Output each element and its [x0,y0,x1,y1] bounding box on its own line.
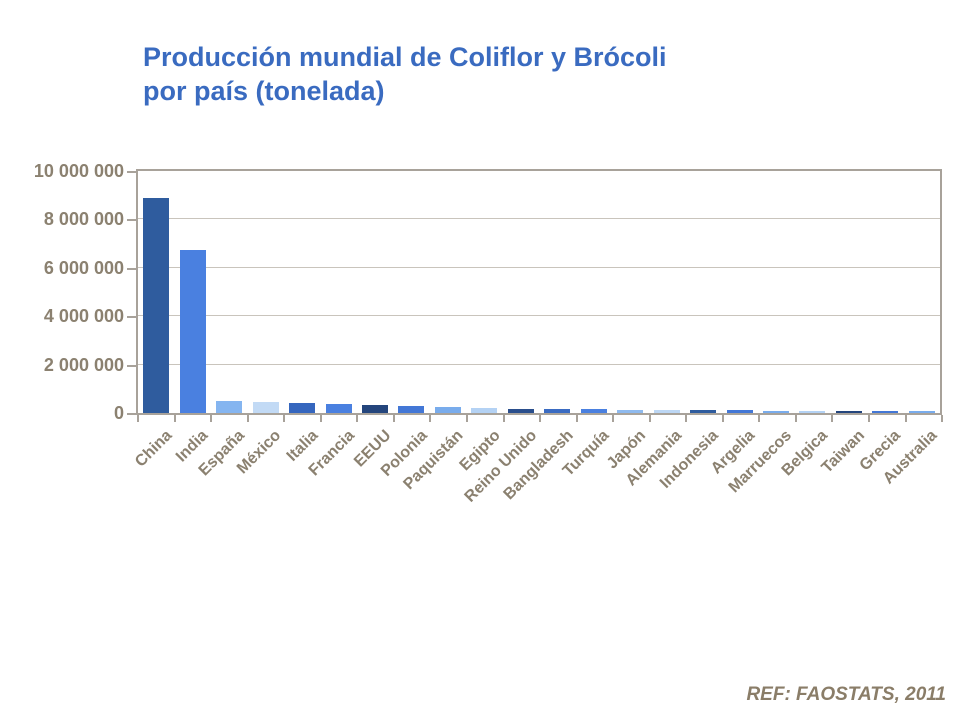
x-axis-tick [758,415,761,422]
bar [143,198,170,413]
x-axis-tick [721,415,724,422]
bar [544,409,571,413]
bar [398,406,425,413]
bar [799,411,826,413]
x-axis-tick [319,415,322,422]
bar [252,402,279,413]
bar [690,410,716,413]
bar [216,401,243,413]
x-axis-tick [173,415,176,422]
x-axis-tick [904,415,907,422]
bar [362,405,388,413]
y-axis-tick-label: 10 000 000 [33,161,124,181]
chart-title-line2: por país (tonelada) [143,76,385,106]
bar [325,404,352,413]
y-axis-tick-label: 0 [113,403,124,423]
bar [179,250,206,413]
bar [726,410,753,413]
y-axis-tick [127,171,137,173]
y-axis-tick [127,268,137,270]
bar [653,410,680,413]
y-axis-tick-label: 6 000 000 [43,258,124,278]
gridline [138,315,940,316]
bar [872,411,899,413]
bar [507,409,534,413]
y-axis-tick [127,219,137,221]
gridline [138,364,940,365]
y-axis-tick-label: 8 000 000 [43,209,124,229]
x-axis-tick [941,415,943,422]
plot-area [136,169,942,415]
x-axis-tick [539,415,541,422]
x-axis-tick [648,415,651,422]
gridline [138,218,940,219]
x-axis-tick [502,415,505,422]
x-axis-tick [612,415,615,422]
x-axis-tick [246,415,249,422]
y-axis-tick-label: 4 000 000 [43,306,124,326]
x-axis-tick [465,415,468,422]
bar [434,407,461,413]
x-axis-tick [137,415,139,422]
x-axis-tick [392,415,395,422]
y-axis-tick [127,365,137,367]
x-axis-tick [210,415,213,422]
y-axis-tick [127,413,137,415]
x-axis-tick [429,415,432,422]
x-axis-tick [867,415,870,422]
bar [580,409,607,413]
chart-title: Producción mundial de Coliflor y Brócoli… [143,40,667,108]
source-reference: REF: FAOSTATS, 2011 [746,684,946,705]
bar [835,411,862,413]
chart-title-line1: Producción mundial de Coliflor y Brócoli [143,42,667,72]
x-axis-tick-label: China [131,427,176,471]
x-axis-tick [685,415,688,422]
y-axis-tick [127,316,137,318]
x-axis-tick [283,415,286,422]
bar [471,408,498,413]
y-axis-tick-label: 2 000 000 [43,355,124,375]
bar [763,411,789,413]
x-axis-tick [356,415,359,422]
bar [908,411,935,413]
x-axis-tick [831,415,834,422]
bar [617,410,644,413]
x-axis-tick [575,415,578,422]
x-axis-tick [794,415,797,422]
gridline [138,267,940,268]
bar [289,403,315,413]
